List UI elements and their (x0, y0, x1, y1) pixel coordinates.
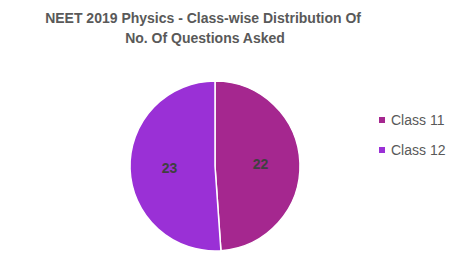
svg-text:Class 12: Class 12 (391, 142, 446, 158)
svg-text:Class 11: Class 11 (391, 112, 445, 128)
svg-text:22: 22 (253, 156, 269, 172)
svg-text:NEET 2019 Physics - Class-wise: NEET 2019 Physics - Class-wise Distribut… (45, 10, 365, 26)
svg-text:No. Of Questions Asked: No. Of Questions Asked (125, 30, 285, 46)
svg-text:23: 23 (162, 160, 178, 176)
